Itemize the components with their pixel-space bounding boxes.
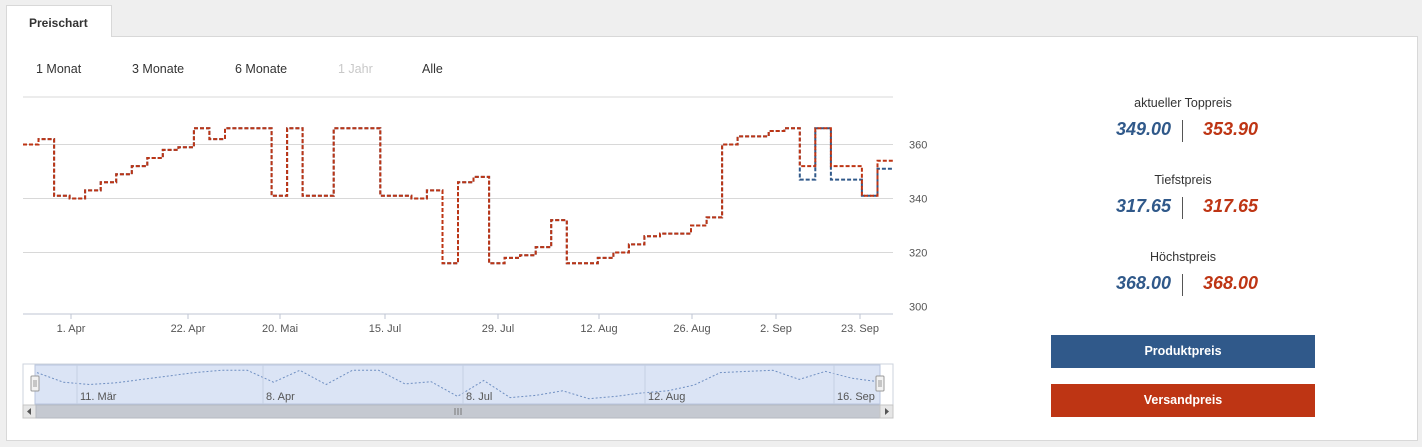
navigator-tick-label: 11. Mär [80,391,117,403]
current-price-label: aktueller Toppreis [1134,96,1232,110]
navigator-tick-label: 8. Jul [466,391,492,403]
range-1-jahr-button: 1 Jahr [338,62,373,76]
x-tick-label: 23. Sep [841,323,879,335]
min-price-row: 317.65 317.65 [1033,196,1333,222]
navigator-tick-label: 12. Aug [648,391,685,403]
divider [1182,197,1183,219]
x-tick-label: 15. Jul [369,323,401,335]
range-alle-button[interactable]: Alle [422,62,443,76]
max-price-label: Höchstpreis [1150,250,1216,264]
x-tick-label: 12. Aug [580,323,617,335]
range-1-monat-button[interactable]: 1 Monat [36,62,82,76]
divider [1182,120,1183,142]
range-3-monate-button[interactable]: 3 Monate [132,62,185,76]
divider [1182,274,1183,296]
produktpreis-button[interactable]: Produktpreis [1051,335,1315,368]
tab-preischart[interactable]: Preischart [6,5,112,37]
versandpreis-button[interactable]: Versandpreis [1051,384,1315,417]
arrow-right-icon [885,408,889,415]
min-price-label: Tiefstpreis [1154,173,1212,187]
navigator-selection[interactable] [34,364,881,405]
x-tick-label: 20. Mai [262,323,298,335]
navigator-tick-label: 8. Apr [266,391,295,403]
y-tick-label: 320 [909,248,927,260]
max-shipping-price: 368.00 [1203,273,1259,293]
range-6-monate-button[interactable]: 6 Monate [235,62,288,76]
x-tick-label: 29. Jul [482,323,514,335]
x-tick-label: 2. Sep [760,323,792,335]
x-tick-label: 26. Aug [673,323,710,335]
current-product-price: 349.00 [1115,119,1171,139]
max-product-price: 368.00 [1115,273,1171,293]
max-price-row: 368.00 368.00 [1033,273,1333,299]
current-price-row: 349.00 353.90 [1033,119,1333,145]
x-tick-label: 1. Apr [57,323,86,335]
navigator-left-handle[interactable] [30,375,40,392]
navigator[interactable]: 11. Mär 8. Apr 8. Jul 12. Aug 16. Sep [22,363,894,406]
min-shipping-price: 317.65 [1203,196,1259,216]
versandpreis-series-line [23,127,893,265]
scrollbar[interactable] [22,404,894,419]
current-shipping-price: 353.90 [1203,119,1259,139]
arrow-left-icon [27,408,31,415]
navigator-right-handle[interactable] [875,375,885,392]
x-tick-label: 22. Apr [171,323,206,335]
y-tick-label: 300 [909,302,927,314]
navigator-tick-label: 16. Sep [837,391,875,403]
min-product-price: 317.65 [1115,196,1171,216]
y-tick-label: 340 [909,194,927,206]
y-tick-label: 360 [909,140,927,152]
